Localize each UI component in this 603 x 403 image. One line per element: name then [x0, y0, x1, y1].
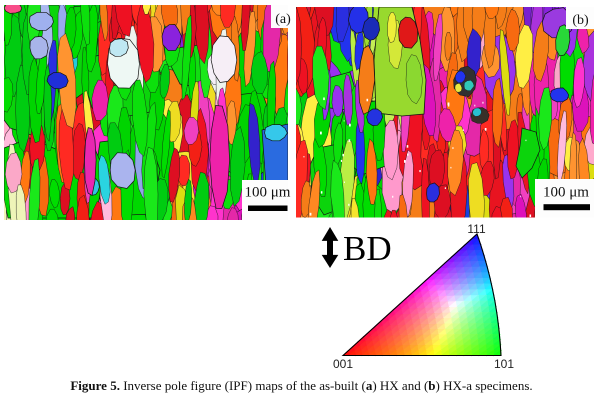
- svg-text:BD: BD: [343, 229, 392, 268]
- svg-text:101: 101: [494, 357, 514, 371]
- svg-text:(b): (b): [572, 13, 589, 28]
- svg-text:111: 111: [467, 222, 486, 236]
- svg-text:(a): (a): [275, 12, 291, 27]
- svg-text:100 μm: 100 μm: [245, 185, 291, 201]
- svg-text:100 μm: 100 μm: [543, 185, 589, 201]
- svg-text:001: 001: [333, 357, 353, 371]
